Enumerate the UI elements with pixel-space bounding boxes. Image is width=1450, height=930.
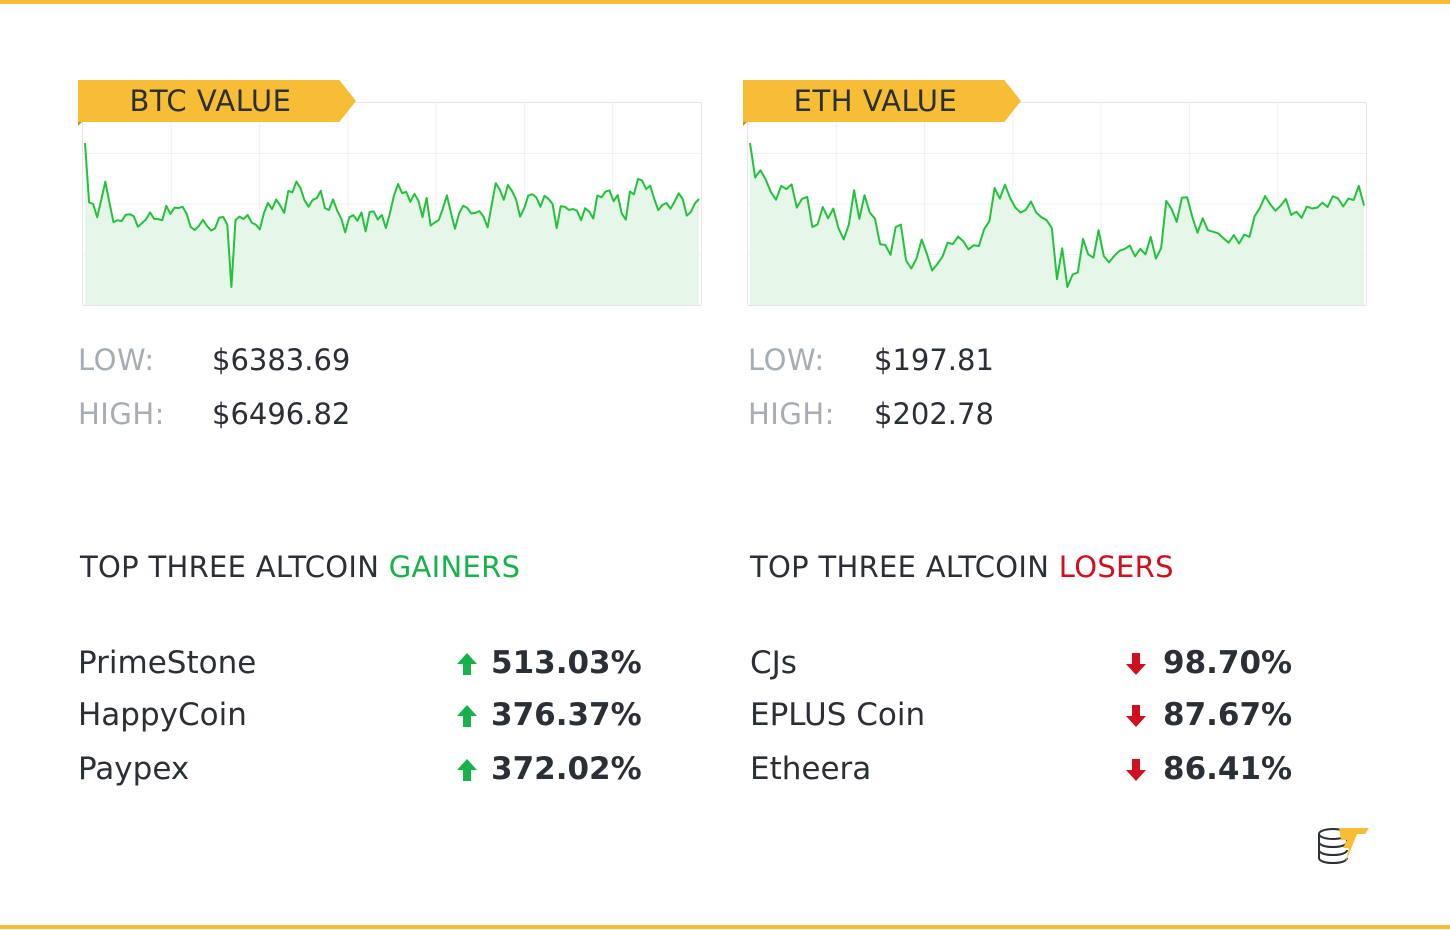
loser-name: Etheera bbox=[750, 751, 872, 787]
bottom-accent-border bbox=[0, 925, 1450, 929]
gainers-title: TOP THREE ALTCOIN GAINERS bbox=[80, 550, 520, 584]
eth-chart bbox=[747, 102, 1367, 306]
top-accent-border bbox=[0, 0, 1450, 4]
arrow-up-icon bbox=[457, 759, 477, 781]
eth-ribbon-label: ETH VALUE bbox=[793, 84, 958, 118]
loser-change: 87.67% bbox=[1163, 697, 1293, 733]
loser-row: CJs 98.70% bbox=[750, 643, 1310, 683]
arrow-up-icon bbox=[457, 653, 477, 675]
btc-price-line bbox=[84, 142, 700, 288]
eth-ribbon: ETH VALUE bbox=[743, 80, 1021, 122]
losers-title-prefix: TOP THREE ALTCOIN bbox=[750, 550, 1050, 584]
loser-change: 86.41% bbox=[1163, 751, 1293, 787]
eth-price-line bbox=[749, 142, 1365, 288]
btc-chart bbox=[82, 102, 702, 306]
gainer-change: 513.03% bbox=[491, 645, 642, 681]
btc-chart-svg bbox=[83, 103, 701, 305]
gainers-title-highlight: GAINERS bbox=[388, 550, 521, 584]
gainer-name: PrimeStone bbox=[78, 645, 257, 681]
btc-high-label: HIGH: bbox=[78, 397, 165, 431]
eth-low-label: LOW: bbox=[748, 343, 825, 377]
gainer-change: 372.02% bbox=[491, 751, 642, 787]
losers-title: TOP THREE ALTCOIN LOSERS bbox=[750, 550, 1174, 584]
gainer-change: 376.37% bbox=[491, 697, 642, 733]
loser-change: 98.70% bbox=[1163, 645, 1293, 681]
eth-low-value: $197.81 bbox=[874, 343, 994, 377]
eth-chart-svg bbox=[748, 103, 1366, 305]
arrow-down-icon bbox=[1126, 705, 1146, 727]
gainer-name: Paypex bbox=[78, 751, 190, 787]
loser-name: CJs bbox=[750, 645, 797, 681]
btc-ribbon-label: BTC VALUE bbox=[129, 84, 292, 118]
eth-ribbon-fold bbox=[743, 122, 747, 126]
arrow-down-icon bbox=[1126, 653, 1146, 675]
loser-name: EPLUS Coin bbox=[750, 697, 926, 733]
btc-ribbon: BTC VALUE bbox=[78, 80, 356, 122]
gainer-row: Paypex 372.02% bbox=[78, 749, 642, 789]
gainers-title-prefix: TOP THREE ALTCOIN bbox=[80, 550, 380, 584]
eth-high-value: $202.78 bbox=[874, 397, 994, 431]
gainer-row: PrimeStone 513.03% bbox=[78, 643, 642, 683]
arrow-down-icon bbox=[1126, 759, 1146, 781]
btc-area-fill bbox=[85, 143, 699, 305]
coin-bolt-logo-icon bbox=[1318, 828, 1369, 865]
loser-row: EPLUS Coin 87.67% bbox=[750, 695, 1310, 735]
gainer-row: HappyCoin 376.37% bbox=[78, 695, 642, 735]
btc-high-value: $6496.82 bbox=[212, 397, 351, 431]
loser-row: Etheera 86.41% bbox=[750, 749, 1310, 789]
eth-high-label: HIGH: bbox=[748, 397, 835, 431]
gainer-name: HappyCoin bbox=[78, 697, 247, 733]
btc-low-value: $6383.69 bbox=[212, 343, 351, 377]
losers-title-highlight: LOSERS bbox=[1058, 550, 1174, 584]
btc-low-label: LOW: bbox=[78, 343, 155, 377]
eth-area-fill bbox=[750, 143, 1364, 305]
arrow-up-icon bbox=[457, 705, 477, 727]
btc-ribbon-fold bbox=[78, 122, 82, 126]
